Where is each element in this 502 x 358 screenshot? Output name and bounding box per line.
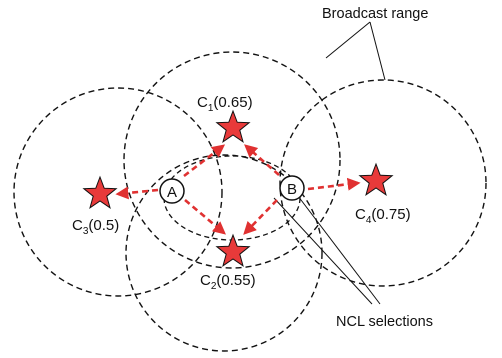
arrow-a-c2 [184, 199, 226, 235]
candidate-c2-main: C [200, 272, 211, 289]
arrow-b-c4 [307, 177, 361, 191]
candidate-c1-value: (0.65) [213, 94, 252, 111]
broadcast-range-circle-left [13, 87, 223, 297]
broadcast-range-label: Broadcast range [322, 6, 428, 22]
node-b-label: B [287, 181, 297, 198]
candidate-label-c3: C3(0.5) [72, 217, 119, 237]
ncl-selection-ellipse [163, 155, 301, 241]
star-icon-c3 [83, 176, 117, 209]
broadcast-range-pointer-2 [369, 21, 386, 81]
node-a-label: A [167, 184, 177, 201]
arrow-a-c3 [115, 186, 159, 200]
candidate-c3-main: C [72, 217, 83, 234]
candidate-c3-value: (0.5) [88, 217, 119, 234]
candidate-c2-value: (0.55) [216, 272, 255, 289]
candidate-label-c4: C4(0.75) [355, 206, 411, 226]
ncl-pointer-1 [273, 197, 373, 305]
candidate-c1-sub: 1 [208, 103, 214, 114]
candidate-label-c2: C2(0.55) [200, 272, 256, 292]
candidate-label-c1: C1(0.65) [197, 94, 253, 114]
candidate-c4-value: (0.75) [371, 206, 410, 223]
ncl-selections-label: NCL selections [336, 314, 433, 330]
star-icon-c4 [359, 163, 393, 196]
candidate-c4-main: C [355, 206, 366, 223]
node-a-circle [159, 178, 185, 204]
candidate-c1-main: C [197, 94, 208, 111]
arrow-a-c1 [183, 144, 226, 178]
candidate-c4-sub: 4 [366, 215, 372, 226]
broadcast-range-pointer-1 [325, 21, 371, 59]
star-icon-c1 [216, 110, 250, 143]
broadcast-range-circle-right [279, 79, 487, 287]
ncl-pointer-2 [297, 195, 381, 305]
candidate-c2-sub: 2 [211, 281, 217, 292]
arrow-b-c1 [244, 144, 280, 176]
candidate-c3-sub: 3 [83, 226, 89, 237]
arrow-b-c2 [243, 199, 278, 235]
node-b-circle [279, 175, 305, 201]
broadcast-range-circle-top [123, 51, 341, 269]
